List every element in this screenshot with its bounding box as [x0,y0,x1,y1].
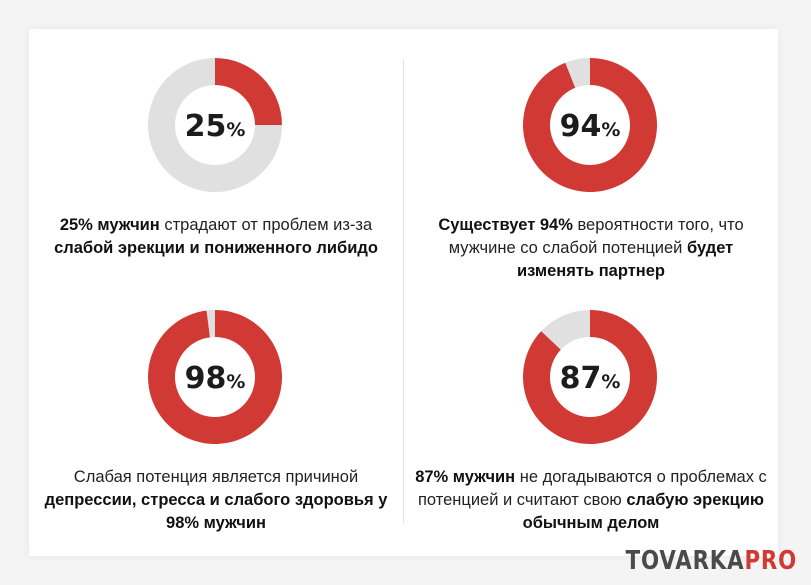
brand-logo: TOVARKAPRO [626,548,797,574]
stat-panel-1: 25% 25% мужчин страдают от проблем из-за… [29,29,403,292]
donut-2-remainder-segment [565,58,590,88]
donut-2-center-label: 94% [560,109,621,144]
stat-caption-2: Существует 94% вероятности того, что муж… [414,214,768,283]
stat-panel-4: 87% 87% мужчин не догадываются о проблем… [404,281,778,544]
donut-3-center-label: 98% [185,361,246,396]
stat-caption-1-segment: слабой эрекции и пониженного либидо [54,239,378,257]
stat-caption-1: 25% мужчин страдают от проблем из-за сла… [39,214,393,260]
stat-caption-2-segment: будет изменять партнер [516,239,734,280]
donut-4-value-segment [523,310,657,444]
brand-logo-main: TOVARKA [625,546,745,576]
stat-caption-4-segment: не догадываются о проблемах с потенцией … [417,468,767,509]
stat-caption-4-segment: 87% мужчин [415,468,516,486]
infographic-card: 25% 25% мужчин страдают от проблем из-за… [29,29,778,556]
donut-chart-1: 25% [148,58,282,192]
stat-caption-3-segment: депрессии, стресса и слабого здоровья у … [44,491,388,532]
vertical-divider-top [403,59,404,306]
vertical-divider-bottom [403,306,404,524]
donut-chart-3: 98% [148,310,282,444]
donut-chart-4: 87% [523,310,657,444]
stat-caption-3-segment: Слабая потенция является причиной [73,468,359,486]
stat-caption-4-segment: слабую эрекцию обычным делом [522,491,765,532]
stat-panel-2: 94% Существует 94% вероятности того, что… [404,29,778,292]
donut-1-center-label: 25% [185,109,246,144]
stat-caption-2-segment: Существует 94% [438,216,573,234]
donut-2-value-segment [523,58,657,192]
donut-1-value-segment [215,58,282,125]
stat-caption-2-segment: вероятности того, что мужчине со слабой … [448,216,744,257]
brand-logo-accent: PRO [744,546,797,576]
stat-caption-1-segment: страдают от проблем из-за [159,216,373,234]
donut-4-remainder-segment [541,310,590,350]
stat-panel-3: 98% Слабая потенция является причиной де… [29,281,403,544]
donut-3-remainder-segment [206,310,215,338]
stat-caption-4: 87% мужчин не догадываются о проблемах с… [414,466,768,535]
donut-chart-2: 94% [523,58,657,192]
donut-4-center-label: 87% [560,361,621,396]
donut-1-remainder-segment [148,58,282,192]
stat-caption-3: Слабая потенция является причиной депрес… [39,466,393,535]
stat-caption-1-segment: 25% мужчин [59,216,160,234]
donut-3-value-segment [148,310,282,444]
